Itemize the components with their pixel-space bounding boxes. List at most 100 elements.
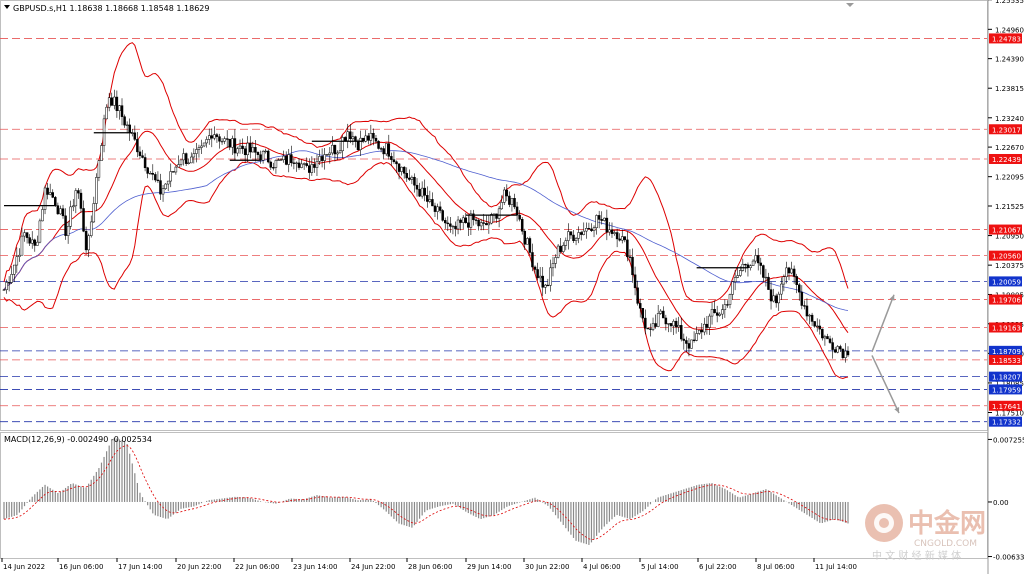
candle-body (764, 276, 768, 279)
forecast-arrow (871, 294, 895, 353)
candle-body (459, 219, 462, 223)
candle-body (798, 284, 801, 293)
y-tick-label: 1.25535 (995, 0, 1024, 5)
candle-body (331, 144, 334, 154)
candle-body (451, 225, 455, 228)
macd-signal-line (3, 445, 849, 541)
candle-body (659, 310, 662, 314)
candle-body (654, 323, 657, 327)
candle-body (54, 197, 57, 206)
y-tick-label: 1.18085 (995, 380, 1024, 388)
candle-body (426, 195, 429, 202)
scroll-marker-icon[interactable] (846, 3, 854, 7)
candle-body (456, 219, 460, 230)
candle-body (77, 190, 80, 194)
candle-body (223, 138, 226, 142)
collapse-triangle-icon[interactable] (4, 5, 10, 9)
candle-body (110, 97, 113, 106)
candle-body (218, 136, 221, 142)
candle-body (556, 245, 560, 258)
x-tick-label: 24 Jun 22:00 (351, 563, 395, 571)
candle-body (523, 230, 527, 245)
candle-body (664, 317, 668, 325)
candle-body (282, 155, 285, 160)
candle-body (495, 213, 498, 219)
candle-body (633, 274, 637, 289)
candle-body (638, 303, 642, 309)
candle-body (43, 187, 47, 210)
candle-body (597, 215, 601, 220)
macd-y-tick-label: 0.007255 (993, 436, 1024, 444)
candle-body (795, 276, 798, 285)
price-tag (989, 250, 1022, 261)
candle-body (141, 155, 144, 158)
candle-body (767, 276, 770, 290)
candle-body (472, 213, 475, 221)
candle-body (803, 305, 806, 307)
candle-body (651, 323, 655, 330)
candle-body (508, 195, 511, 205)
candle-body (408, 177, 411, 180)
candle-body (792, 268, 796, 277)
candle-body (207, 135, 211, 140)
candle-body (182, 153, 185, 161)
candle-body (718, 313, 721, 316)
x-tick-label: 29 Jun 14:00 (467, 563, 511, 571)
candle-body (749, 265, 752, 269)
bollinger-middle (3, 130, 849, 333)
candle-body (82, 208, 85, 232)
price-tag-label: 1.21067 (992, 227, 1021, 235)
candle-body (615, 232, 619, 240)
candle-body (785, 267, 788, 277)
x-tick-label: 20 Jun 22:00 (177, 563, 221, 571)
y-tick-label: 1.21525 (995, 203, 1024, 211)
candle-body (210, 135, 214, 139)
candle-body (813, 321, 816, 327)
candle-body (490, 214, 493, 224)
candle-body (708, 315, 711, 328)
candle-body (15, 256, 19, 266)
symbol-line: GBPUSD.s,H1 1.18638 1.18668 1.18548 1.18… (13, 4, 209, 13)
candle-body (677, 325, 680, 328)
candle-body (238, 145, 242, 149)
candle-body (215, 134, 219, 137)
candle-body (608, 229, 611, 233)
candle-body (674, 320, 678, 328)
candle-body (372, 132, 375, 139)
candle-body (705, 323, 709, 328)
candle-body (649, 328, 652, 330)
candle-body (818, 325, 822, 330)
candle-body (559, 245, 562, 252)
bollinger-bands (3, 42, 849, 380)
candle-body (246, 142, 249, 156)
candle-body (84, 230, 88, 251)
candle-body (310, 164, 314, 173)
y-tick-label: 1.22095 (995, 174, 1024, 182)
candle-body (2, 289, 6, 291)
candle-body (756, 255, 760, 264)
candle-body (515, 206, 519, 216)
candle-body (100, 145, 103, 161)
candle-body (569, 231, 573, 236)
x-tick-label: 17 Jun 14:00 (118, 563, 162, 571)
candle-body (600, 219, 603, 221)
candle-body (520, 219, 524, 232)
candle-body (113, 96, 116, 106)
y-tick-label: 1.20950 (995, 233, 1024, 241)
candle-body (192, 153, 196, 158)
candle-body (469, 213, 473, 228)
candle-body (618, 238, 621, 241)
x-tick-label: 30 Jun 22:00 (525, 563, 569, 571)
candle-body (762, 265, 765, 278)
candle-body (549, 267, 552, 286)
price-tag (989, 354, 1022, 365)
candle-body (690, 339, 693, 349)
candle-body (72, 205, 75, 208)
candle-body (697, 329, 701, 334)
candle-body (839, 346, 842, 350)
candle-body (836, 346, 839, 353)
candle-body (328, 152, 332, 155)
candle-body (826, 336, 829, 340)
candle-body (731, 281, 734, 295)
candle-body (443, 220, 447, 224)
